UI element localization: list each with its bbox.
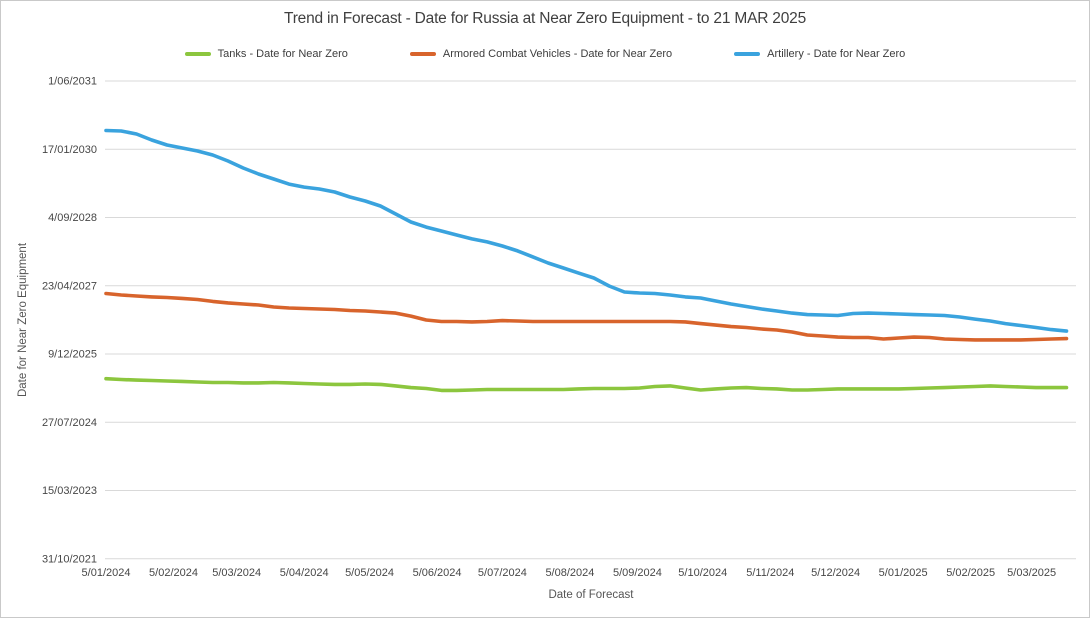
y-tick-label: 15/03/2023 — [42, 485, 97, 497]
y-tick-label: 1/06/2031 — [48, 76, 97, 88]
x-tick-label: 5/02/2024 — [149, 567, 198, 579]
series-line-tanks[interactable] — [104, 376, 1069, 393]
legend-marker-artillery — [734, 52, 761, 56]
y-tick-label: 31/10/2021 — [42, 553, 97, 565]
y-tick-label: 17/01/2030 — [42, 144, 97, 156]
legend-item-acv[interactable]: Armored Combat Vehicles - Date for Near … — [409, 48, 673, 60]
y-tick-label: 23/04/2027 — [42, 280, 97, 292]
x-axis-title: Date of Forecast — [548, 589, 634, 601]
x-tick-label: 5/11/2024 — [746, 567, 794, 579]
x-tick-label: 5/04/2024 — [280, 567, 329, 579]
x-tick-label: 5/03/2024 — [212, 567, 261, 579]
x-tick-label: 5/12/2024 — [811, 567, 860, 579]
x-tick-label: 5/02/2025 — [946, 567, 995, 579]
legend-marker-acv — [409, 52, 436, 56]
series-line-artillery[interactable] — [104, 128, 1069, 333]
y-axis-title: Date for Near Zero Equipment — [17, 242, 29, 397]
y-tick-label: 4/09/2028 — [48, 212, 97, 224]
x-tick-label: 5/01/2025 — [879, 567, 928, 579]
x-tick-label: 5/09/2024 — [613, 567, 662, 579]
legend-label: Tanks - Date for Near Zero — [217, 48, 348, 60]
y-tick-label: 27/07/2024 — [42, 417, 97, 429]
legend: Tanks - Date for Near Zero Armored Combat… — [1, 48, 1089, 60]
x-axis-tick-labels: 5/01/2024 5/02/2024 5/03/2024 5/04/2024 5/05… — [82, 567, 1057, 579]
series-line-acv[interactable] — [104, 291, 1069, 342]
y-tick-label: 9/12/2025 — [48, 349, 97, 361]
x-tick-label: 5/06/2024 — [413, 567, 462, 579]
y-axis-tick-labels: 1/06/2031 17/01/2030 4/09/2028 23/04/2027 9/… — [42, 76, 97, 566]
legend-marker-tanks — [184, 52, 211, 56]
x-tick-label: 5/03/2025 — [1007, 567, 1056, 579]
series-lines — [104, 128, 1069, 393]
x-tick-label: 5/01/2024 — [82, 567, 131, 579]
x-tick-label: 5/08/2024 — [545, 567, 594, 579]
legend-label: Armored Combat Vehicles - Date for Near … — [442, 48, 673, 60]
legend-label: Artillery - Date for Near Zero — [767, 48, 906, 60]
x-tick-label: 5/10/2024 — [678, 567, 727, 579]
x-tick-label: 5/07/2024 — [478, 567, 527, 579]
legend-item-tanks[interactable]: Tanks - Date for Near Zero — [184, 48, 348, 60]
legend-item-artillery[interactable]: Artillery - Date for Near Zero — [734, 48, 905, 60]
x-tick-label: 5/05/2024 — [345, 567, 394, 579]
chart-title: Trend in Forecast - Date for Russia at N… — [284, 10, 806, 27]
gridlines — [105, 80, 1076, 560]
